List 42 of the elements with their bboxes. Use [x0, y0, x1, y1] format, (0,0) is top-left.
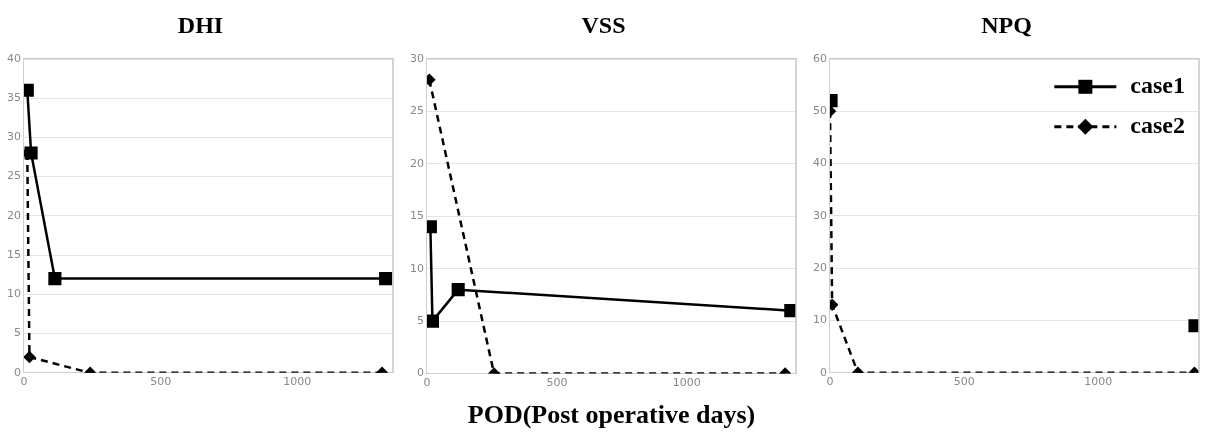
legend-label: case2 — [1130, 112, 1186, 138]
x-tick-label: 1000 — [283, 375, 312, 389]
y-tick-label: 20 — [410, 156, 424, 170]
y-tick-label: 5 — [14, 326, 21, 340]
point — [427, 74, 436, 86]
point — [451, 283, 465, 297]
x-tick-label: 500 — [953, 375, 975, 389]
x-tick-label: 500 — [150, 375, 172, 389]
y-tick-label: 10 — [7, 287, 21, 301]
point — [24, 351, 36, 363]
y-tick-label: 5 — [417, 313, 424, 327]
y-tick-label: 30 — [410, 51, 424, 65]
legend-label: case1 — [1130, 72, 1186, 98]
y-tick-label: 25 — [7, 169, 21, 183]
y-tick-label: 10 — [813, 313, 827, 327]
chart-title: VSS — [581, 11, 626, 38]
y-tick-label: 30 — [813, 208, 827, 222]
y-tick-label: 40 — [7, 51, 21, 65]
point — [784, 304, 796, 318]
chart-title: NPQ — [981, 11, 1032, 38]
y-tick-label: 50 — [813, 103, 827, 117]
x-axis-title: POD(Post operative days) — [467, 400, 756, 430]
point — [427, 314, 440, 328]
y-tick-label: 15 — [410, 209, 424, 223]
y-tick-label: 0 — [820, 365, 827, 379]
x-tick-label: 500 — [546, 376, 568, 390]
y-tick-label: 10 — [410, 261, 424, 275]
x-tick-label: 1000 — [672, 376, 701, 390]
x-tick-label: 1000 — [1084, 375, 1113, 389]
y-tick-label: 30 — [7, 130, 21, 144]
chart-title: DHI — [177, 11, 224, 38]
y-tick-label: 40 — [813, 156, 827, 170]
point — [48, 272, 62, 286]
y-tick-label: 15 — [7, 247, 21, 261]
y-tick-label: 25 — [410, 104, 424, 118]
point — [379, 272, 393, 286]
y-tick-label: 60 — [813, 51, 827, 65]
y-tick-label: 20 — [7, 208, 21, 222]
y-tick-label: 35 — [7, 90, 21, 104]
y-tick-label: 20 — [813, 260, 827, 274]
y-tick-label: 0 — [14, 365, 21, 379]
y-tick-label: 0 — [417, 366, 424, 380]
